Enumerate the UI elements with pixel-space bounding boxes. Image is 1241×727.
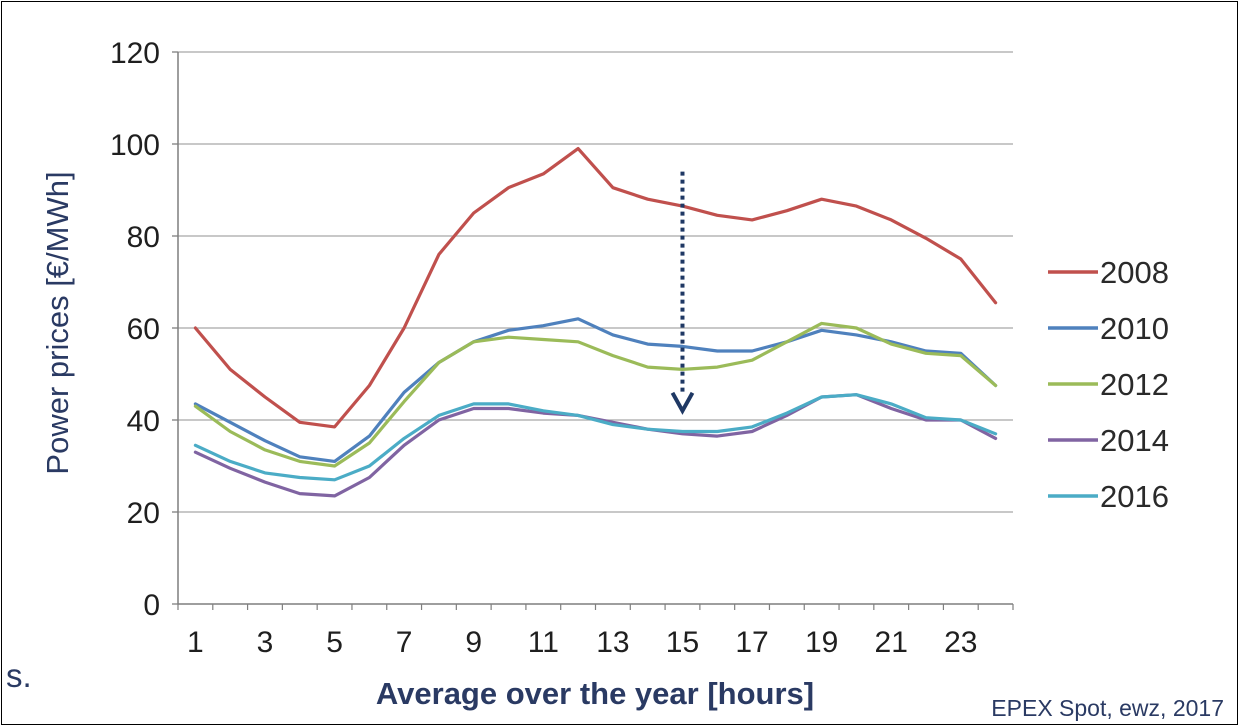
x-tick-label: 3 bbox=[257, 626, 274, 659]
x-tick-label: 9 bbox=[465, 626, 482, 659]
trend-arrow-head bbox=[670, 391, 695, 415]
legend-label-2014: 2014 bbox=[1100, 423, 1169, 458]
x-tick-label: 5 bbox=[326, 626, 343, 659]
y-tick-label: 40 bbox=[127, 405, 160, 438]
legend-label-2012: 2012 bbox=[1100, 367, 1169, 402]
y-tick-label: 100 bbox=[110, 129, 160, 162]
source-credit: EPEX Spot, ewz, 2017 bbox=[991, 695, 1224, 721]
x-axis-label: Average over the year [hours] bbox=[376, 676, 814, 711]
x-tick-label: 17 bbox=[735, 626, 768, 659]
legend-label-2008: 2008 bbox=[1100, 255, 1169, 290]
legend: 2008 2010 2012 2014 2016 bbox=[1048, 255, 1169, 514]
y-tick-label: 60 bbox=[127, 313, 160, 346]
y-tick-label: 0 bbox=[143, 589, 160, 622]
cropped-text-fragment: s. bbox=[6, 657, 32, 694]
y-tick-label: 80 bbox=[127, 221, 160, 254]
series-lines bbox=[193, 147, 998, 498]
series-line-2016 bbox=[193, 393, 998, 482]
x-tick-label: 1 bbox=[187, 626, 204, 659]
x-tick-label: 11 bbox=[528, 626, 559, 659]
x-tick-label: 15 bbox=[666, 626, 699, 659]
y-axis-label: Power prices [€/MWh] bbox=[40, 171, 75, 474]
x-tick-label: 13 bbox=[596, 626, 629, 659]
x-tick-label: 7 bbox=[396, 626, 413, 659]
legend-label-2016: 2016 bbox=[1100, 479, 1169, 514]
series-line-2010 bbox=[193, 317, 998, 463]
series-line-2012 bbox=[193, 321, 998, 468]
x-tick-labels: 1 3 5 7 9 11 13 15 17 19 21 23 bbox=[177, 604, 1014, 659]
legend-label-2010: 2010 bbox=[1100, 311, 1169, 346]
y-tick-label: 20 bbox=[127, 497, 160, 530]
series-line-2014 bbox=[193, 393, 998, 498]
x-tick-label: 19 bbox=[805, 626, 838, 659]
x-tick-label: 23 bbox=[944, 626, 977, 659]
grid-lines bbox=[178, 51, 1013, 513]
trend-arrow bbox=[670, 171, 695, 415]
x-tick-label: 21 bbox=[875, 626, 908, 659]
series-line-2008 bbox=[193, 147, 998, 429]
y-tick-labels: 0 20 40 60 80 100 120 bbox=[110, 37, 178, 622]
y-tick-label: 120 bbox=[110, 37, 160, 70]
